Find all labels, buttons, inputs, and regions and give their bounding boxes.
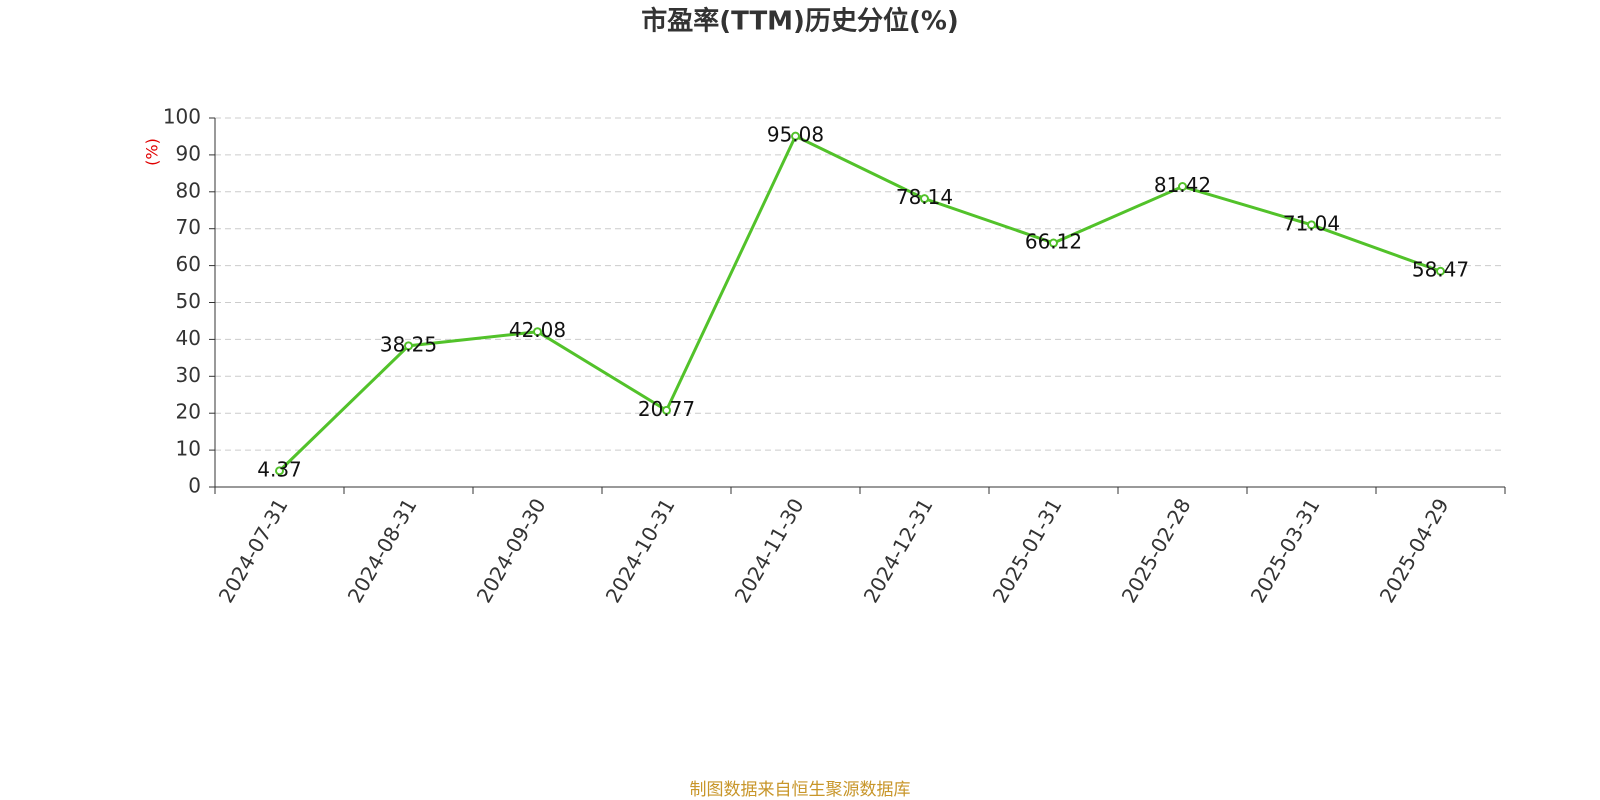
y-tick-label: 60: [176, 252, 201, 276]
y-tick-label: 50: [176, 289, 201, 313]
data-point: [1436, 266, 1445, 276]
y-tick-label: 10: [176, 437, 201, 461]
data-line: [278, 134, 1442, 472]
data-label: 42.08: [509, 318, 566, 342]
data-point: [1049, 238, 1058, 248]
data-point: [662, 405, 671, 415]
x-tick-label: 2024-08-31: [343, 494, 422, 607]
data-point: [533, 327, 542, 337]
data-label: 78.14: [896, 185, 953, 209]
x-tick-label: 2024-10-31: [601, 494, 680, 607]
x-tick-label: 2025-04-29: [1375, 494, 1454, 607]
data-label: 95.08: [767, 123, 824, 147]
y-tick-label: 70: [176, 215, 201, 239]
data-point: [791, 131, 800, 141]
y-tick-label: 30: [176, 363, 201, 387]
x-tick-label: 2025-02-28: [1117, 494, 1196, 607]
y-tick-label: 90: [176, 141, 201, 165]
x-tick-label: 2024-11-30: [730, 494, 809, 607]
data-point: [920, 194, 929, 204]
data-label: 58.47: [1412, 258, 1469, 282]
x-tick-label: 2024-07-31: [214, 494, 293, 607]
y-tick-label: 20: [176, 400, 201, 424]
y-tick-label: 100: [163, 105, 201, 129]
x-tick-label: 2025-01-31: [988, 494, 1067, 607]
data-point: [275, 466, 284, 476]
x-tick-label: 2024-09-30: [472, 494, 551, 607]
data-point: [1178, 182, 1187, 192]
y-tick-label: 80: [176, 178, 201, 202]
data-label: 4.37: [257, 457, 302, 481]
source-note: 制图数据来自恒生聚源数据库: [690, 780, 911, 800]
data-point: [404, 341, 413, 351]
y-tick-label: 40: [176, 326, 201, 350]
chart-title: 市盈率(TTM)历史分位(%): [641, 6, 959, 37]
data-point: [1307, 220, 1316, 230]
x-tick-label: 2024-12-31: [859, 494, 938, 607]
y-axis-label: (%): [143, 138, 162, 166]
data-label: 38.25: [380, 332, 437, 356]
y-tick-label: 0: [188, 474, 201, 498]
data-label: 71.04: [1283, 211, 1340, 235]
data-label: 20.77: [638, 397, 695, 421]
x-tick-label: 2025-03-31: [1246, 494, 1325, 607]
data-label: 81.42: [1154, 173, 1211, 197]
data-label: 66.12: [1025, 230, 1082, 254]
